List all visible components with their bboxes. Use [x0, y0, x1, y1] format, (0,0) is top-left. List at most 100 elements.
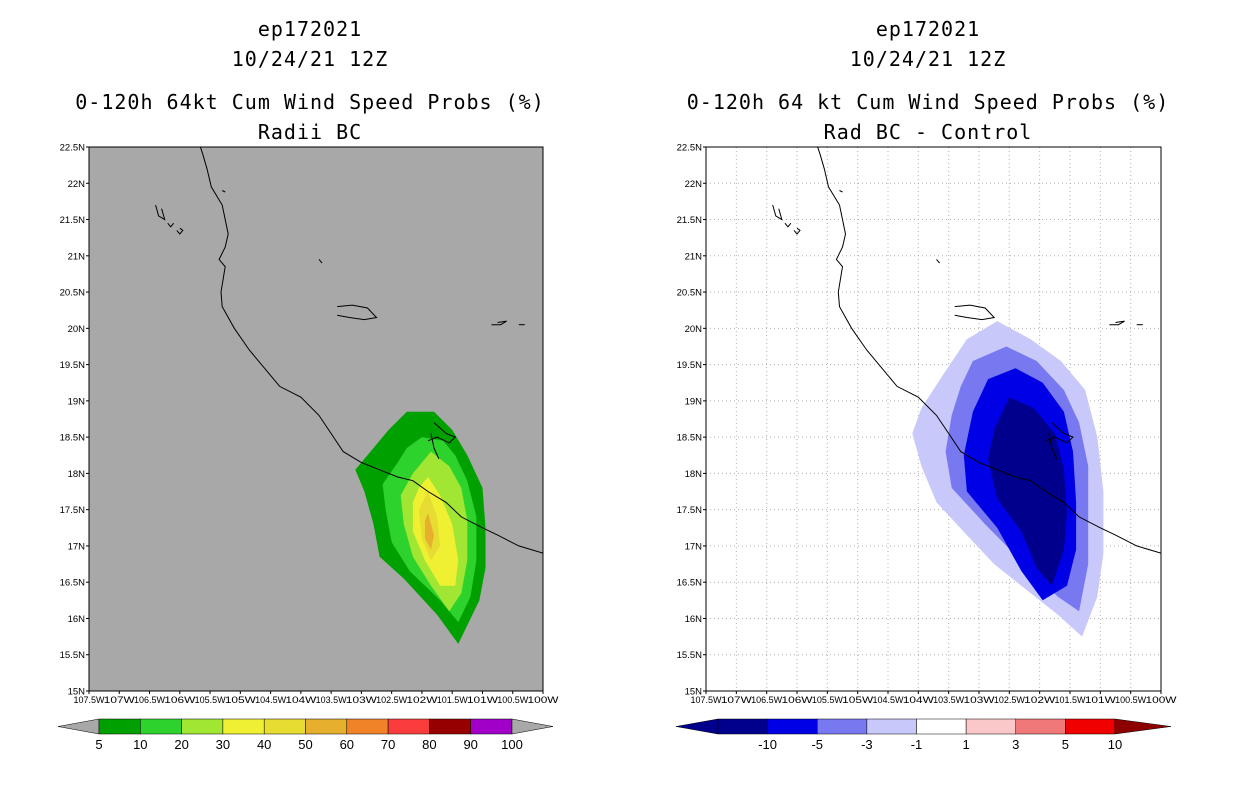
- x-tick-label: 106.5W: [134, 695, 165, 706]
- colorbar-label: 90: [463, 737, 477, 752]
- x-tick-label: 105.5W: [195, 695, 226, 706]
- colorbar-swatch: [916, 718, 967, 735]
- colorbar-swatch: [965, 718, 1016, 735]
- panel-left: 22.5N 22N 21.5N 21N 20.5N 20N 19.5N 19N 18.5N 18N…: [57, 143, 559, 752]
- x-tick-label: 104W: [285, 695, 316, 706]
- contour-level-minus10: [988, 397, 1067, 586]
- colorbar-label: -3: [861, 737, 873, 752]
- colorbar-label: -5: [811, 737, 823, 752]
- right-title-subtitle: Rad BC - Control: [823, 120, 1033, 144]
- island-outline: [936, 259, 940, 264]
- y-tick-label: 21N: [685, 251, 703, 262]
- x-tick-label: 101W: [1085, 695, 1116, 706]
- y-tick-label: 20.5N: [677, 288, 702, 299]
- y-tick-label: 21.5N: [60, 215, 85, 226]
- y-tick-label: 19N: [685, 396, 703, 407]
- x-tick-label: 106.5W: [751, 695, 782, 706]
- y-tick-label: 18.5N: [677, 433, 702, 444]
- colorbar-label: 20: [174, 737, 188, 752]
- colorbar-label: 30: [216, 737, 230, 752]
- x-tick-label: 103.5W: [316, 695, 347, 706]
- y-tick-label: 19N: [68, 396, 86, 407]
- island-outline: [839, 190, 843, 193]
- left-title-storm-id: ep172021: [257, 17, 363, 41]
- island-outline: [176, 227, 184, 235]
- colorbar-label: 5: [95, 737, 102, 752]
- colorbar: 5 10 20 30 40 50 60 70 80 90 100: [57, 718, 554, 752]
- colorbar-swatch: [140, 718, 182, 735]
- colorbar-arrow-low: [57, 718, 100, 735]
- x-tick-label: 106W: [164, 695, 195, 706]
- y-tick-label: 16N: [685, 614, 703, 625]
- colorbar-swatch: [1065, 718, 1116, 735]
- colorbar-swatch: [222, 718, 265, 735]
- colorbar-swatch: [181, 718, 224, 735]
- y-tick-label: 18N: [68, 469, 86, 480]
- colorbar-swatch: [817, 718, 868, 735]
- left-title-subtitle: Radii BC: [257, 120, 363, 144]
- colorbar-label: 1: [963, 737, 970, 752]
- contour-level-50: [425, 513, 434, 550]
- y-tick-label: 16.5N: [677, 578, 702, 589]
- coastline: [817, 147, 1161, 554]
- colorbar-arrow-high: [1114, 718, 1172, 735]
- y-tick-label: 22.5N: [60, 143, 85, 154]
- y-tick-label: 22N: [685, 179, 703, 190]
- island-outline: [793, 227, 801, 235]
- colorbar-label: 5: [1062, 737, 1069, 752]
- y-tick-label: 15N: [68, 687, 86, 698]
- x-tick-label: 104.5W: [255, 695, 286, 706]
- y-tick-label: 18.5N: [60, 433, 85, 444]
- x-tick-label: 101W: [467, 695, 498, 706]
- colorbar-label: 10: [133, 737, 147, 752]
- island-outline: [430, 433, 440, 460]
- colorbar-label: 40: [257, 737, 271, 752]
- left-title-product: 0-120h 64kt Cum Wind Speed Probs (%): [75, 90, 545, 114]
- x-tick-label: 106W: [782, 695, 813, 706]
- y-tick-label: 22N: [68, 179, 86, 190]
- x-tick-label: 103.5W: [933, 695, 964, 706]
- colorbar-swatch: [767, 718, 818, 735]
- x-tick-label: 107.5W: [691, 695, 722, 706]
- x-tick-label: 105.5W: [812, 695, 843, 706]
- island-outline: [772, 204, 783, 221]
- y-tick-label: 15N: [685, 687, 703, 698]
- panel-right: 22.5N 22N 21.5N 21N 20.5N 20N 19.5N 19N 18.5N 18N…: [675, 143, 1177, 752]
- y-tick-label: 17.5N: [60, 505, 85, 516]
- island-outline: [784, 222, 792, 228]
- island-outline: [427, 422, 457, 444]
- x-tick-label: 104.5W: [873, 695, 904, 706]
- plot-area: [155, 147, 543, 644]
- island-outline: [1109, 320, 1125, 326]
- x-tick-label: 100.5W: [497, 695, 528, 706]
- colorbar-swatch: [717, 718, 768, 735]
- colorbar-swatch: [470, 718, 513, 735]
- colorbar-label: 3: [1012, 737, 1019, 752]
- x-tick-label: 101.5W: [437, 695, 468, 706]
- x-tick-label: 103W: [346, 695, 377, 706]
- y-tick-label: 17.5N: [677, 505, 702, 516]
- colorbar-label: 100: [501, 737, 523, 752]
- colorbar-label: -10: [758, 737, 777, 752]
- colorbar-arrow-low: [675, 718, 719, 735]
- colorbar-label: 10: [1108, 737, 1122, 752]
- x-tick-label: 107W: [721, 695, 752, 706]
- plot-area: [706, 147, 1161, 691]
- y-tick-label: 20.5N: [60, 288, 85, 299]
- plot-frame: [88, 146, 544, 692]
- island-outline: [221, 190, 226, 193]
- y-tick-label: 19.5N: [60, 360, 85, 371]
- y-tick-label: 19.5N: [677, 360, 702, 371]
- colorbar-arrow-high: [511, 718, 554, 735]
- colorbar-swatch: [866, 718, 917, 735]
- y-tick-label: 17N: [685, 541, 703, 552]
- x-tick-label: 102.5W: [994, 695, 1025, 706]
- colorbar-swatch: [263, 718, 306, 735]
- x-tick-label: 100W: [528, 695, 559, 706]
- x-tick-label: 102W: [1024, 695, 1055, 706]
- colorbar-swatch: [305, 718, 348, 735]
- colorbar-swatch: [98, 718, 141, 735]
- colorbar-swatch: [429, 718, 471, 735]
- island-outline: [1048, 433, 1058, 460]
- colorbar-label: -1: [911, 737, 923, 752]
